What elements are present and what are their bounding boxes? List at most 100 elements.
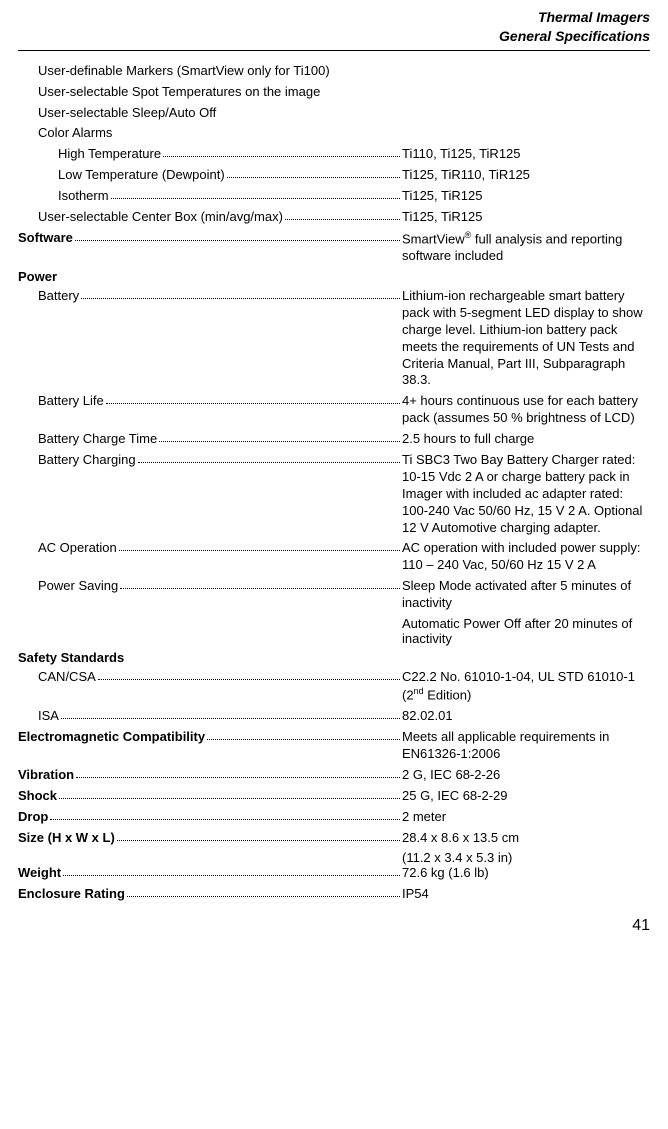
value: 82.02.01 bbox=[402, 708, 650, 725]
leader-dots bbox=[159, 431, 400, 442]
section-safety: Safety Standards bbox=[18, 650, 650, 665]
text: User-selectable Spot Temperatures on the… bbox=[38, 84, 320, 101]
label-text: Size (H x W x L) bbox=[18, 830, 115, 845]
value: Automatic Power Off after 20 minutes of … bbox=[402, 616, 650, 646]
spec-row: Size (H x W x L) 28.4 x 8.6 x 13.5 cm bbox=[18, 830, 650, 847]
label: CAN/CSA bbox=[38, 669, 96, 686]
label-text: Weight bbox=[18, 865, 61, 880]
spec-line: Color Alarms bbox=[18, 125, 650, 142]
page-number: 41 bbox=[18, 917, 650, 935]
value: 72.6 kg (1.6 lb) bbox=[402, 865, 650, 882]
spec-row: Battery Charging Ti SBC3 Two Bay Battery… bbox=[18, 452, 650, 536]
value: C22.2 No. 61010-1-04, UL STD 61010-1 (2n… bbox=[402, 669, 650, 704]
leader-dots bbox=[117, 830, 400, 841]
label: Power Saving bbox=[38, 578, 118, 595]
value: 25 G, IEC 68-2-29 bbox=[402, 788, 650, 805]
label-text: Software bbox=[18, 230, 73, 245]
spec-row: Battery Lithium-ion rechargeable smart b… bbox=[18, 288, 650, 389]
spec-row: Battery Life 4+ hours continuous use for… bbox=[18, 393, 650, 427]
leader-dots bbox=[111, 188, 400, 199]
value: SmartView® full analysis and reporting s… bbox=[402, 230, 650, 265]
label: User-selectable Center Box (min/avg/max) bbox=[38, 209, 283, 226]
value: 2 G, IEC 68-2-26 bbox=[402, 767, 650, 784]
value: Meets all applicable requirements in EN6… bbox=[402, 729, 650, 763]
label: High Temperature bbox=[58, 146, 161, 163]
label: Shock bbox=[18, 788, 57, 805]
spec-row-software: Software SmartView® full analysis and re… bbox=[18, 230, 650, 265]
value: Ti SBC3 Two Bay Battery Charger rated: 1… bbox=[402, 452, 650, 536]
spec-line: User-selectable Spot Temperatures on the… bbox=[18, 84, 650, 101]
spec-row: User-selectable Center Box (min/avg/max)… bbox=[18, 209, 650, 226]
header-line-2: General Specifications bbox=[18, 27, 650, 46]
section-power: Power bbox=[18, 269, 650, 284]
label-text: Shock bbox=[18, 788, 57, 803]
spec-row: Vibration 2 G, IEC 68-2-26 bbox=[18, 767, 650, 784]
label: AC Operation bbox=[38, 540, 117, 557]
value: Lithium-ion rechargeable smart battery p… bbox=[402, 288, 650, 389]
spec-row-continuation: (11.2 x 3.4 x 5.3 in) bbox=[18, 850, 650, 865]
leader-dots bbox=[76, 767, 400, 778]
page: Thermal Imagers General Specifications U… bbox=[0, 0, 668, 947]
leader-dots bbox=[50, 809, 400, 820]
spec-row: CAN/CSA C22.2 No. 61010-1-04, UL STD 610… bbox=[18, 669, 650, 704]
leader-dots bbox=[81, 288, 400, 299]
value: (11.2 x 3.4 x 5.3 in) bbox=[402, 850, 650, 865]
label: Battery Charging bbox=[38, 452, 136, 469]
label: Size (H x W x L) bbox=[18, 830, 115, 847]
label-text: Drop bbox=[18, 809, 48, 824]
label: Vibration bbox=[18, 767, 74, 784]
leader-dots bbox=[285, 209, 400, 220]
spec-row: Enclosure Rating IP54 bbox=[18, 886, 650, 903]
label: Isotherm bbox=[58, 188, 109, 205]
label-text: Electromagnetic Compatibility bbox=[18, 729, 205, 744]
spec-row: ISA 82.02.01 bbox=[18, 708, 650, 725]
spec-line: User-definable Markers (SmartView only f… bbox=[18, 63, 650, 80]
spec-line: User-selectable Sleep/Auto Off bbox=[18, 105, 650, 122]
value: IP54 bbox=[402, 886, 650, 903]
header-line-1: Thermal Imagers bbox=[18, 8, 650, 27]
label: Battery Life bbox=[38, 393, 104, 410]
value: AC operation with included power supply:… bbox=[402, 540, 650, 574]
leader-dots bbox=[106, 393, 400, 404]
label: Drop bbox=[18, 809, 48, 826]
spec-row: Low Temperature (Dewpoint) Ti125, TiR110… bbox=[18, 167, 650, 184]
value: Ti125, TiR110, TiR125 bbox=[402, 167, 650, 184]
label-text: Enclosure Rating bbox=[18, 886, 125, 901]
spec-row: Isotherm Ti125, TiR125 bbox=[18, 188, 650, 205]
leader-dots bbox=[61, 708, 400, 719]
leader-dots bbox=[98, 669, 400, 680]
spec-row: AC Operation AC operation with included … bbox=[18, 540, 650, 574]
value: 2 meter bbox=[402, 809, 650, 826]
label: Electromagnetic Compatibility bbox=[18, 729, 205, 746]
leader-dots bbox=[127, 886, 400, 897]
text: User-selectable Sleep/Auto Off bbox=[38, 105, 216, 122]
leader-dots bbox=[75, 230, 400, 241]
text: SmartView bbox=[402, 231, 465, 246]
value: Ti110, Ti125, TiR125 bbox=[402, 146, 650, 163]
text: Color Alarms bbox=[38, 125, 112, 142]
spec-row: Battery Charge Time 2.5 hours to full ch… bbox=[18, 431, 650, 448]
leader-dots bbox=[63, 865, 400, 876]
spec-row: Electromagnetic Compatibility Meets all … bbox=[18, 729, 650, 763]
label: Enclosure Rating bbox=[18, 886, 125, 903]
spec-row: Shock 25 G, IEC 68-2-29 bbox=[18, 788, 650, 805]
value: Ti125, TiR125 bbox=[402, 209, 650, 226]
value: Ti125, TiR125 bbox=[402, 188, 650, 205]
leader-dots bbox=[59, 788, 400, 799]
leader-dots bbox=[119, 540, 400, 551]
value: 28.4 x 8.6 x 13.5 cm bbox=[402, 830, 650, 847]
label: Software bbox=[18, 230, 73, 247]
spec-row: Weight 72.6 kg (1.6 lb) bbox=[18, 865, 650, 882]
text: User-definable Markers (SmartView only f… bbox=[38, 63, 330, 80]
label: Weight bbox=[18, 865, 61, 882]
leader-dots bbox=[120, 578, 400, 589]
value: Sleep Mode activated after 5 minutes of … bbox=[402, 578, 650, 612]
spec-row: Power Saving Sleep Mode activated after … bbox=[18, 578, 650, 612]
leader-dots bbox=[163, 146, 400, 157]
leader-dots bbox=[227, 167, 400, 178]
leader-dots bbox=[138, 452, 400, 463]
label: Battery bbox=[38, 288, 79, 305]
spec-row: High Temperature Ti110, Ti125, TiR125 bbox=[18, 146, 650, 163]
label: ISA bbox=[38, 708, 59, 725]
spec-row-continuation: Automatic Power Off after 20 minutes of … bbox=[18, 616, 650, 646]
